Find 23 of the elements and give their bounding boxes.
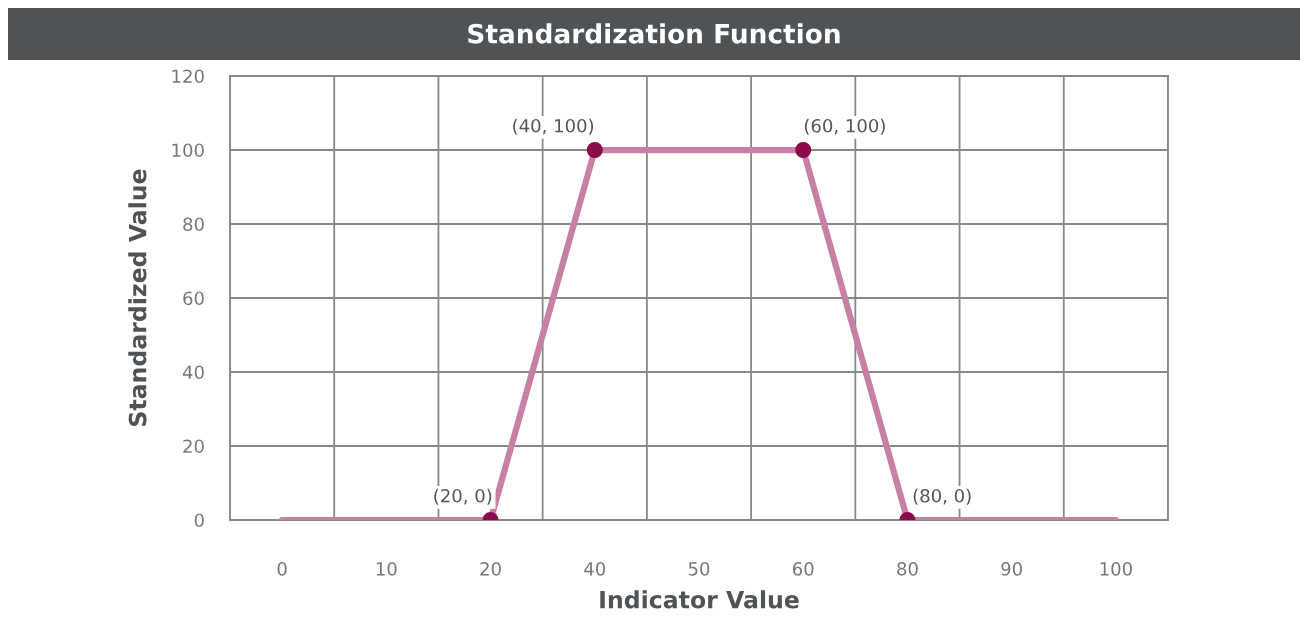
y-tick-label: 100	[172, 143, 204, 158]
y-tick-label: 80	[183, 217, 204, 232]
x-tick-label: 80	[897, 561, 918, 576]
annotation: (60, 100)	[804, 118, 885, 135]
x-tick-label: 0	[277, 561, 287, 576]
x-tick-label: 100	[1100, 561, 1132, 576]
x-tick-label: 40	[584, 561, 606, 576]
x-tick-label: 20	[480, 561, 501, 576]
x-tick-label: 60	[793, 561, 814, 576]
y-tick-label: 120	[172, 69, 204, 84]
y-tick-label: 20	[183, 439, 204, 454]
annotation: (20, 0)	[434, 488, 492, 505]
y-tick-label: 0	[194, 513, 204, 528]
y-tick-label: 60	[183, 291, 204, 306]
x-axis-title: Indicator Value	[600, 590, 799, 609]
y-tick-label: 40	[182, 365, 204, 380]
x-tick-label: 50	[688, 561, 710, 576]
annotation: (80, 0)	[913, 488, 971, 505]
annotation: (40, 100)	[513, 118, 594, 135]
x-tick-label: 10	[376, 561, 397, 576]
chart-title: Standardization Function	[468, 23, 840, 44]
y-axis-title: Standardized Value	[128, 169, 147, 426]
x-tick-label: 90	[1001, 561, 1022, 576]
